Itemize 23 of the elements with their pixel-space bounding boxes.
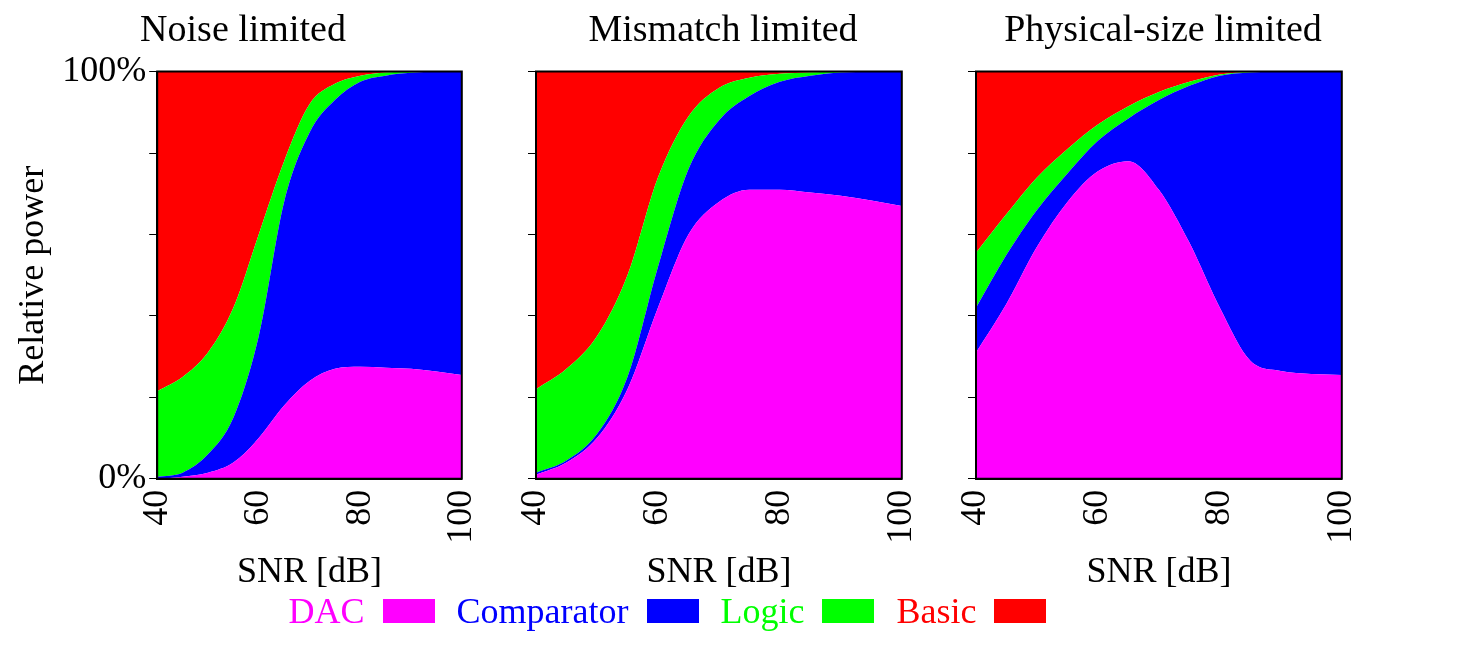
x-tick-label: 100 [439,489,480,544]
x-tick-label: 100 [879,489,920,544]
x-tick-label: 80 [1197,489,1238,526]
x-axis-title: SNR [dB] [646,549,792,590]
y-tick-label: 100% [62,49,147,90]
x-tick-label: 60 [1075,489,1116,526]
legend-label: DAC [288,590,365,632]
x-axis-title: SNR [dB] [1086,549,1232,590]
y-axis-title: Relative power [11,165,52,385]
chart-title: Noise limited [140,6,346,49]
chart-title: Physical-size limited [1004,6,1322,49]
x-tick-label: 60 [635,489,676,526]
legend-label: Basic [896,590,977,632]
x-tick-label: 100 [1319,489,1360,544]
legend-label: Logic [720,590,805,632]
x-tick-label: 80 [337,489,378,526]
x-tick-label: 40 [953,489,994,526]
legend-label: Comparator [456,590,629,632]
chart-title: Mismatch limited [588,6,858,49]
x-axis-title: SNR [dB] [236,549,383,590]
x-tick-label: 60 [236,489,277,526]
x-tick-label: 80 [757,489,798,526]
x-tick-label: 40 [513,489,554,526]
